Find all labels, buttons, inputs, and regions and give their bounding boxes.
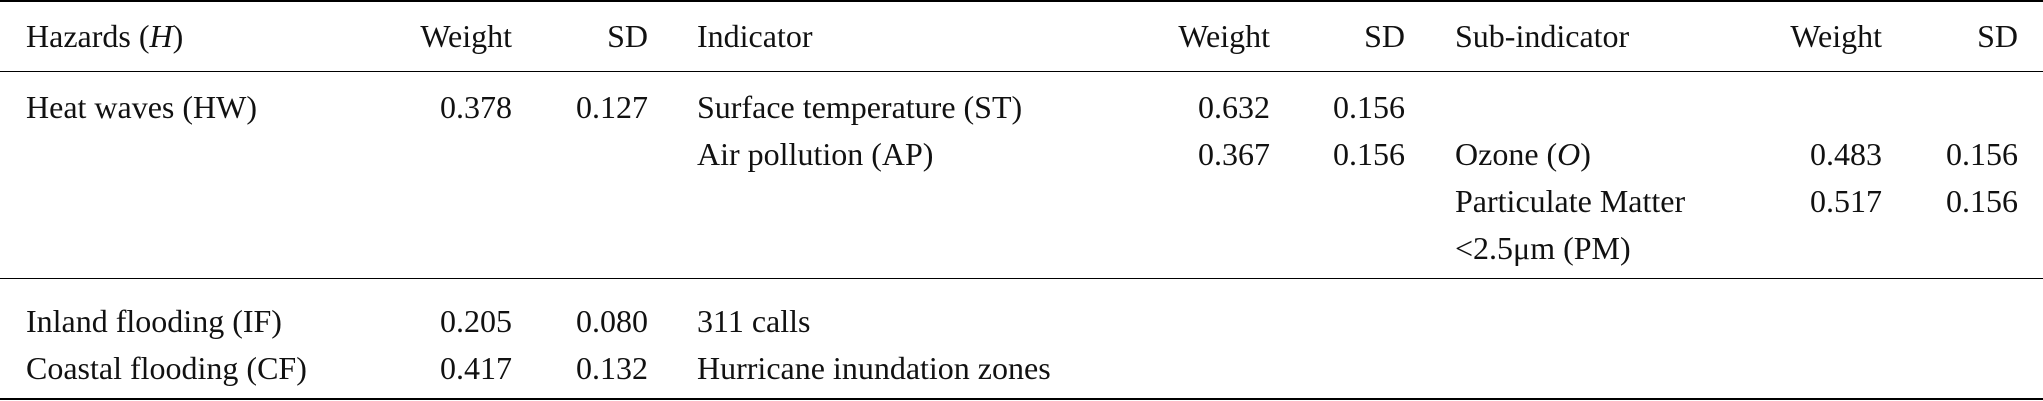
hazard-heat-waves-weight: 0.378 <box>440 89 512 125</box>
sub-indicator-particulate-matter-line2: <2.5μm (PM) <box>1455 230 1631 266</box>
sub-indicator-ozone: Ozone (O) <box>1455 136 1591 172</box>
indicator-surface-temperature-weight: 0.632 <box>1198 89 1270 125</box>
hazard-heat-waves-sd: 0.127 <box>576 89 648 125</box>
header-rule <box>0 71 2043 72</box>
header-indicator: Indicator <box>697 18 813 54</box>
hazards-symbol: H <box>149 18 173 54</box>
bottom-rule <box>0 398 2043 400</box>
hazard-heat-waves: Heat waves (HW) <box>26 89 257 125</box>
hazard-inland-flooding-sd: 0.080 <box>576 303 648 339</box>
header-sub-indicator: Sub-indicator <box>1455 18 1630 54</box>
hazard-coastal-flooding-weight: 0.417 <box>440 350 512 386</box>
indicator-air-pollution-weight: 0.367 <box>1198 136 1270 172</box>
header-sd-sub-indicator: SD <box>1977 18 2018 54</box>
header-sd-hazard: SD <box>607 18 648 54</box>
ozone-symbol: O <box>1557 136 1581 172</box>
indicator-surface-temperature: Surface temperature (ST) <box>697 89 1023 125</box>
indicator-hurricane-inundation-zones: Hurricane inundation zones <box>697 350 1051 386</box>
indicator-air-pollution: Air pollution (AP) <box>697 136 934 172</box>
header-hazards: Hazards (H) <box>26 18 184 54</box>
group-divider-rule <box>0 278 2043 279</box>
sub-indicator-ozone-weight: 0.483 <box>1810 136 1882 172</box>
top-rule <box>0 0 2043 2</box>
indicator-air-pollution-sd: 0.156 <box>1333 136 1405 172</box>
sub-indicator-particulate-matter-weight: 0.517 <box>1810 183 1882 219</box>
hazard-inland-flooding: Inland flooding (IF) <box>26 303 282 339</box>
header-weight-hazard: Weight <box>420 18 512 54</box>
hazard-coastal-flooding: Coastal flooding (CF) <box>26 350 307 386</box>
indicator-311-calls: 311 calls <box>697 303 811 339</box>
sub-indicator-particulate-matter-line1: Particulate Matter <box>1455 183 1686 219</box>
hazard-inland-flooding-weight: 0.205 <box>440 303 512 339</box>
indicator-surface-temperature-sd: 0.156 <box>1333 89 1405 125</box>
sub-indicator-ozone-sd: 0.156 <box>1946 136 2018 172</box>
header-weight-indicator: Weight <box>1178 18 1270 54</box>
sub-indicator-particulate-matter-sd: 0.156 <box>1946 183 2018 219</box>
header-sd-indicator: SD <box>1364 18 1405 54</box>
header-weight-sub-indicator: Weight <box>1790 18 1882 54</box>
hazard-coastal-flooding-sd: 0.132 <box>576 350 648 386</box>
